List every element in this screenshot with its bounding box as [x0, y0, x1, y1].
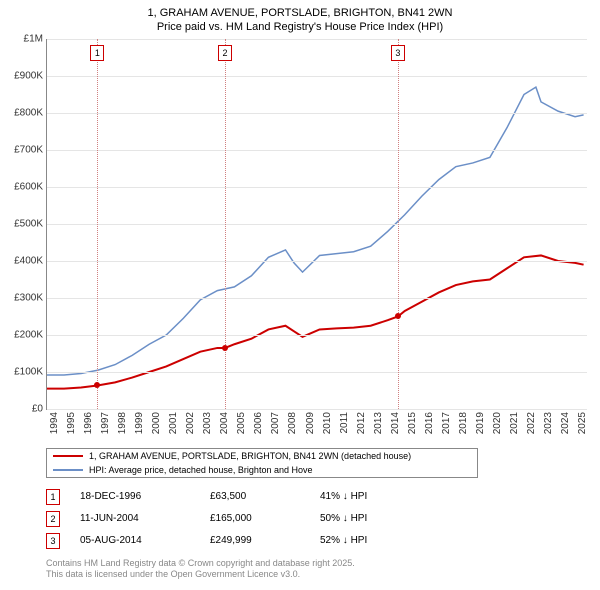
legend-swatch-price-paid	[53, 455, 83, 457]
ygrid-line	[47, 298, 587, 299]
legend: 1, GRAHAM AVENUE, PORTSLADE, BRIGHTON, B…	[46, 448, 478, 478]
legend-label-price-paid: 1, GRAHAM AVENUE, PORTSLADE, BRIGHTON, B…	[89, 451, 411, 461]
title-line1: 1, GRAHAM AVENUE, PORTSLADE, BRIGHTON, B…	[0, 6, 600, 20]
ygrid-line	[47, 187, 587, 188]
footer-line2: This data is licensed under the Open Gov…	[46, 569, 600, 581]
sale-price-1: £63,500	[210, 491, 320, 502]
sale-marker	[395, 313, 401, 319]
sale-date-3: 05-AUG-2014	[80, 535, 210, 546]
sale-idx-2: 2	[46, 511, 60, 527]
title-line2: Price paid vs. HM Land Registry's House …	[0, 20, 600, 34]
chart-plot-area: £0£100K£200K£300K£400K£500K£600K£700K£80…	[46, 39, 587, 410]
legend-row-hpi: HPI: Average price, detached house, Brig…	[47, 463, 477, 477]
ylabel: £500K	[3, 218, 43, 229]
ylabel: £0	[3, 403, 43, 414]
sale-marker	[222, 345, 228, 351]
sale-marker	[94, 382, 100, 388]
sale-idx-1: 1	[46, 489, 60, 505]
sale-price-2: £165,000	[210, 513, 320, 524]
ylabel: £1M	[3, 33, 43, 44]
sale-delta-1: 41% ↓ HPI	[320, 491, 420, 502]
sale-row-2: 2 11-JUN-2004 £165,000 50% ↓ HPI	[46, 508, 600, 530]
legend-label-hpi: HPI: Average price, detached house, Brig…	[89, 465, 312, 475]
sales-table: 1 18-DEC-1996 £63,500 41% ↓ HPI 2 11-JUN…	[46, 486, 600, 552]
ygrid-line	[47, 224, 587, 225]
ygrid-line	[47, 76, 587, 77]
ylabel: £900K	[3, 70, 43, 81]
sale-price-3: £249,999	[210, 535, 320, 546]
footer: Contains HM Land Registry data © Crown c…	[46, 558, 600, 581]
ygrid-line	[47, 335, 587, 336]
sale-delta-3: 52% ↓ HPI	[320, 535, 420, 546]
ylabel: £600K	[3, 181, 43, 192]
sale-box-top: 1	[90, 45, 104, 61]
x-axis-ticks: 1994199519961997199819992000200120022003…	[46, 410, 586, 446]
legend-row-price-paid: 1, GRAHAM AVENUE, PORTSLADE, BRIGHTON, B…	[47, 449, 477, 463]
footer-line1: Contains HM Land Registry data © Crown c…	[46, 558, 600, 570]
sale-box-top: 2	[218, 45, 232, 61]
sale-vline	[398, 39, 399, 409]
ygrid-line	[47, 261, 587, 262]
ygrid-line	[47, 150, 587, 151]
chart-title: 1, GRAHAM AVENUE, PORTSLADE, BRIGHTON, B…	[0, 0, 600, 35]
ylabel: £200K	[3, 329, 43, 340]
ylabel: £300K	[3, 292, 43, 303]
sale-delta-2: 50% ↓ HPI	[320, 513, 420, 524]
ylabel: £800K	[3, 107, 43, 118]
sale-row-1: 1 18-DEC-1996 £63,500 41% ↓ HPI	[46, 486, 600, 508]
ylabel: £400K	[3, 255, 43, 266]
sale-date-1: 18-DEC-1996	[80, 491, 210, 502]
ylabel: £700K	[3, 144, 43, 155]
sale-date-2: 11-JUN-2004	[80, 513, 210, 524]
ylabel: £100K	[3, 366, 43, 377]
sale-box-top: 3	[391, 45, 405, 61]
sale-row-3: 3 05-AUG-2014 £249,999 52% ↓ HPI	[46, 530, 600, 552]
sale-vline	[225, 39, 226, 409]
xlabel: 2025	[577, 412, 600, 442]
ygrid-line	[47, 113, 587, 114]
sale-vline	[97, 39, 98, 409]
legend-swatch-hpi	[53, 469, 83, 471]
ygrid-line	[47, 39, 587, 40]
sale-idx-3: 3	[46, 533, 60, 549]
series-price_paid	[47, 255, 584, 388]
ygrid-line	[47, 372, 587, 373]
